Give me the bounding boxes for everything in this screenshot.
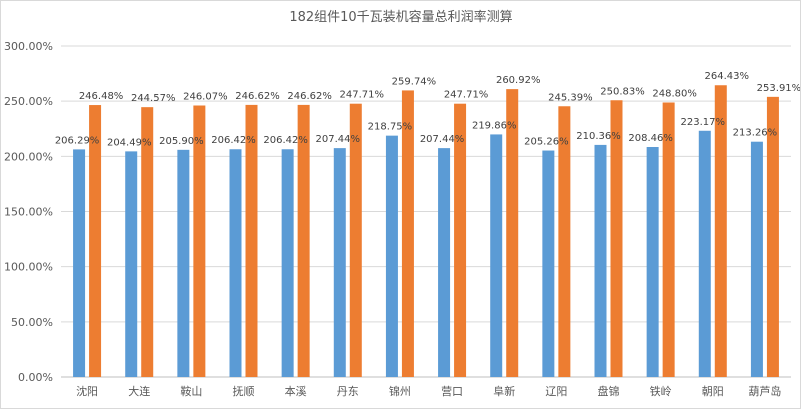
data-label-series-1: 219.86% [472, 120, 517, 131]
data-label-series-2: 253.91% [757, 83, 800, 94]
bar-series-2 [401, 90, 414, 377]
data-label-series-2: 244.57% [131, 93, 176, 104]
bar-series-2 [245, 104, 258, 377]
bar-series-1 [333, 148, 346, 377]
data-label-series-1: 206.42% [211, 135, 256, 146]
data-label-series-1: 207.44% [420, 134, 465, 145]
data-label-series-1: 204.49% [107, 137, 152, 148]
bar-series-2 [558, 106, 571, 377]
bar-series-2 [714, 85, 727, 377]
y-tick-label: 300.00% [4, 40, 53, 53]
data-label-series-2: 246.62% [287, 91, 332, 102]
bar-series-1 [490, 134, 503, 377]
bar-series-1 [646, 146, 659, 377]
x-tick-label: 铁岭 [650, 384, 672, 398]
bar-series-1 [698, 130, 711, 377]
x-tick-label: 锦州 [389, 384, 411, 398]
data-label-series-2: 250.83% [600, 86, 645, 97]
bar-series-2 [349, 103, 362, 377]
x-tick-label: 葫芦岛 [748, 384, 781, 398]
data-label-series-2: 264.43% [705, 71, 750, 82]
data-label-series-2: 260.92% [496, 75, 541, 86]
data-label-series-1: 210.36% [576, 131, 621, 142]
y-tick-label: 250.00% [4, 95, 53, 108]
data-label-series-1: 206.42% [263, 135, 308, 146]
bar-series-1 [750, 141, 763, 377]
data-label-series-2: 245.39% [548, 92, 593, 103]
bar-series-1 [438, 148, 451, 377]
data-label-series-1: 213.26% [733, 128, 778, 139]
x-tick-label: 抚顺 [233, 384, 255, 398]
bar-series-1 [281, 149, 294, 377]
bar-series-1 [73, 149, 86, 377]
data-label-series-1: 207.44% [316, 134, 361, 145]
bar-series-2 [662, 102, 675, 378]
x-tick-label: 辽阳 [545, 385, 567, 398]
bar-series-1 [385, 135, 398, 377]
bar-series-2 [766, 96, 779, 377]
bar-series-1 [125, 151, 138, 377]
bar-series-1 [542, 150, 555, 377]
bar-series-2 [506, 89, 519, 378]
data-label-series-1: 223.17% [681, 117, 726, 128]
x-tick-label: 阜新 [493, 384, 515, 398]
bar-series-1 [594, 144, 607, 377]
bar-series-2 [193, 105, 206, 377]
bar-series-2 [610, 100, 623, 377]
data-label-series-2: 247.71% [340, 90, 385, 101]
data-label-series-1: 206.29% [55, 135, 100, 146]
y-tick-label: 200.00% [4, 150, 53, 163]
x-tick-label: 营口 [441, 384, 463, 398]
data-label-series-2: 246.48% [79, 91, 124, 102]
data-label-series-2: 259.74% [392, 76, 437, 87]
x-tick-label: 大连 [128, 384, 150, 398]
data-label-series-1: 205.26% [524, 137, 569, 148]
data-label-series-1: 208.46% [628, 133, 673, 144]
y-tick-label: 150.00% [4, 206, 53, 219]
bar-series-1 [229, 149, 242, 377]
bar-series-2 [89, 105, 102, 377]
data-label-series-2: 246.07% [183, 92, 228, 103]
x-tick-label: 朝阳 [702, 385, 724, 398]
bar-series-2 [454, 103, 467, 377]
data-label-series-2: 248.80% [652, 88, 697, 99]
x-tick-label: 丹东 [337, 385, 359, 398]
x-tick-label: 盘锦 [598, 384, 620, 398]
x-tick-label: 沈阳 [76, 384, 98, 398]
x-tick-label: 鞍山 [180, 384, 202, 398]
data-label-series-1: 218.75% [368, 122, 413, 133]
bar-series-2 [141, 107, 154, 377]
x-tick-label: 本溪 [285, 384, 307, 398]
data-label-series-2: 247.71% [444, 90, 489, 101]
data-label-series-1: 205.90% [159, 136, 204, 147]
data-label-series-2: 246.62% [235, 91, 280, 102]
y-tick-label: 50.00% [11, 316, 53, 329]
y-tick-label: 0.00% [18, 371, 53, 384]
bar-series-2 [297, 104, 310, 377]
chart-title: 182组件10千瓦装机容量总利润率测算 [289, 9, 512, 25]
y-tick-label: 100.00% [4, 261, 53, 274]
bar-series-1 [177, 149, 190, 377]
